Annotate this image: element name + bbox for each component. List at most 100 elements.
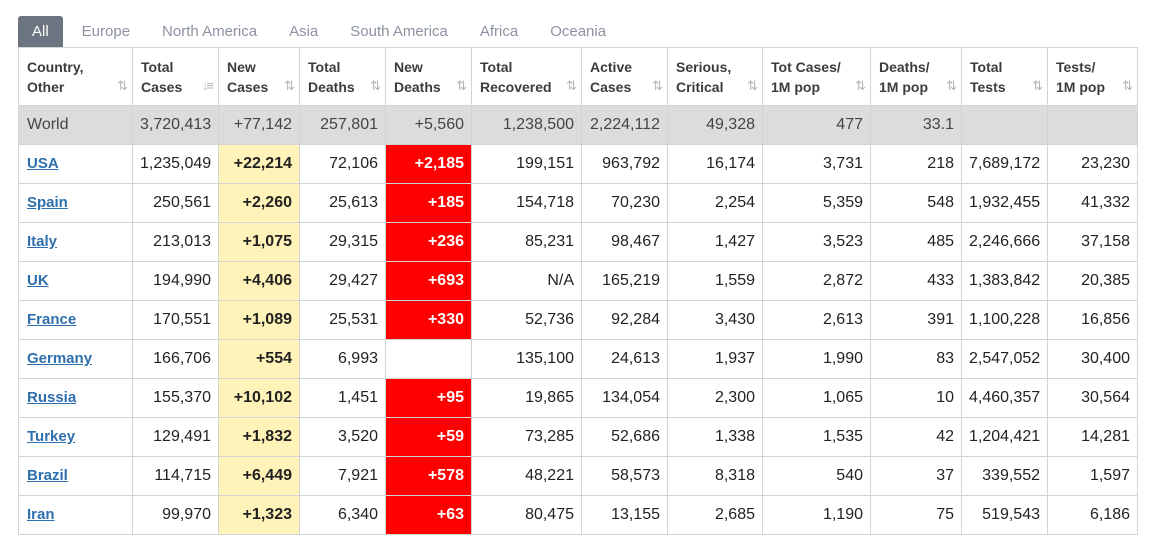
country-link[interactable]: France	[27, 311, 77, 328]
cell-country: Turkey	[18, 417, 133, 457]
column-header-label: Country,	[27, 58, 84, 75]
cell-serious-critical: 1,937	[667, 339, 763, 379]
column-header-label: Other	[27, 78, 65, 95]
sort-icon[interactable]: ⇅	[370, 78, 381, 93]
sort-icon[interactable]: ↓≡	[201, 78, 214, 93]
cell-new-deaths: +59	[385, 417, 472, 457]
cell-deaths-per-1m: 218	[870, 144, 962, 184]
country-link[interactable]: Russia	[27, 389, 77, 406]
cell-new-deaths: +330	[385, 300, 472, 340]
country-link[interactable]: Spain	[27, 194, 68, 211]
country-link[interactable]: Turkey	[27, 428, 76, 445]
column-header-new-cases[interactable]: New Cases ⇅	[218, 47, 300, 106]
sort-icon[interactable]: ⇅	[747, 78, 758, 93]
cell-serious-critical: 49,328	[667, 105, 763, 145]
country-link[interactable]: Iran	[27, 506, 55, 523]
column-header-total-tests[interactable]: Total Tests ⇅	[961, 47, 1048, 106]
region-tabs: All Europe North America Asia South Amer…	[18, 16, 1138, 47]
column-header-total-cases[interactable]: Total Cases ↓≡	[132, 47, 219, 106]
cell-tests-per-1m: 41,332	[1047, 183, 1138, 223]
cell-total-recovered: 80,475	[471, 495, 582, 535]
cell-deaths-per-1m: 433	[870, 261, 962, 301]
country-link[interactable]: Italy	[27, 233, 58, 250]
cell-total-recovered: 154,718	[471, 183, 582, 223]
cell-tot-cases-per-1m: 5,359	[762, 183, 871, 223]
cell-deaths-per-1m: 37	[870, 456, 962, 496]
tab-all[interactable]: All	[18, 16, 63, 47]
tab-asia[interactable]: Asia	[289, 23, 319, 40]
column-header-label: Serious,	[676, 58, 732, 75]
column-header-label: New	[394, 58, 423, 75]
world-total-row: World 3,720,413 +77,142 257,801 +5,560 1,238,…	[18, 105, 1138, 145]
cell-new-deaths: +236	[385, 222, 472, 262]
column-header-total-deaths[interactable]: Total Deaths ⇅	[299, 47, 386, 106]
country-link[interactable]: Germany	[27, 350, 93, 367]
column-header-country[interactable]: Country, Other ⇅	[18, 47, 133, 106]
cell-tests-per-1m: 1,597	[1047, 456, 1138, 496]
cell-deaths-per-1m: 485	[870, 222, 962, 262]
cell-new-cases: +554	[218, 339, 300, 379]
sort-icon[interactable]: ⇅	[1122, 78, 1133, 93]
column-header-label: Deaths	[394, 78, 441, 95]
table-row: Brazil 114,715 +6,449 7,921 +578 48,221 58,573…	[18, 456, 1138, 496]
column-header-serious-critical[interactable]: Serious, Critical ⇅	[667, 47, 763, 106]
tab-oceania[interactable]: Oceania	[550, 23, 607, 40]
cell-total-deaths: 6,993	[299, 339, 386, 379]
country-link[interactable]: UK	[27, 272, 49, 289]
sort-icon[interactable]: ⇅	[566, 78, 577, 93]
sort-icon[interactable]: ⇅	[855, 78, 866, 93]
cell-total-deaths: 25,531	[299, 300, 386, 340]
tab-north-america[interactable]: North America	[162, 23, 258, 40]
sort-icon[interactable]: ⇅	[652, 78, 663, 93]
table-body: World 3,720,413 +77,142 257,801 +5,560 1,238,…	[18, 105, 1138, 535]
cell-total-deaths: 6,340	[299, 495, 386, 535]
cell-new-cases: +4,406	[218, 261, 300, 301]
column-header-label: Tot Cases/	[771, 58, 841, 75]
cell-new-deaths: +95	[385, 378, 472, 418]
cell-new-cases: +1,832	[218, 417, 300, 457]
column-header-tests-per-1m[interactable]: Tests/1M pop ⇅	[1047, 47, 1138, 106]
cell-tot-cases-per-1m: 477	[762, 105, 871, 145]
cell-new-cases: +1,323	[218, 495, 300, 535]
cell-tot-cases-per-1m: 1,535	[762, 417, 871, 457]
cell-total-tests: 7,689,172	[961, 144, 1048, 184]
cell-total-deaths: 29,315	[299, 222, 386, 262]
cell-total-tests: 2,547,052	[961, 339, 1048, 379]
column-header-active-cases[interactable]: Active Cases ⇅	[581, 47, 668, 106]
sort-icon[interactable]: ⇅	[456, 78, 467, 93]
cell-tot-cases-per-1m: 2,613	[762, 300, 871, 340]
cell-total-cases: 3,720,413	[132, 105, 219, 145]
cell-total-deaths: 72,106	[299, 144, 386, 184]
cell-serious-critical: 1,427	[667, 222, 763, 262]
country-link[interactable]: Brazil	[27, 467, 68, 484]
cell-active-cases: 24,613	[581, 339, 668, 379]
cell-active-cases: 70,230	[581, 183, 668, 223]
cell-deaths-per-1m: 10	[870, 378, 962, 418]
cell-total-recovered: 1,238,500	[471, 105, 582, 145]
cell-new-deaths: +63	[385, 495, 472, 535]
sort-icon[interactable]: ⇅	[1032, 78, 1043, 93]
sort-icon[interactable]: ⇅	[117, 78, 128, 93]
cell-deaths-per-1m: 391	[870, 300, 962, 340]
cell-new-cases: +10,102	[218, 378, 300, 418]
tab-south-america[interactable]: South America	[350, 23, 448, 40]
column-header-label: 1M pop	[1056, 78, 1105, 95]
column-header-new-deaths[interactable]: New Deaths ⇅	[385, 47, 472, 106]
column-header-total-recovered[interactable]: Total Recovered ⇅	[471, 47, 582, 106]
cell-total-tests: 1,204,421	[961, 417, 1048, 457]
table-row: Spain 250,561 +2,260 25,613 +185 154,718 70,23…	[18, 183, 1138, 223]
sort-icon[interactable]: ⇅	[946, 78, 957, 93]
country-link[interactable]: USA	[27, 155, 59, 172]
column-header-label: Total	[141, 58, 174, 75]
cell-active-cases: 92,284	[581, 300, 668, 340]
tab-africa[interactable]: Africa	[479, 23, 519, 40]
cell-tot-cases-per-1m: 3,731	[762, 144, 871, 184]
tab-europe[interactable]: Europe	[81, 23, 131, 40]
column-header-deaths-per-1m[interactable]: Deaths/1M pop ⇅	[870, 47, 962, 106]
column-header-tot-cases-per-1m[interactable]: Tot Cases/1M pop ⇅	[762, 47, 871, 106]
sort-icon[interactable]: ⇅	[284, 78, 295, 93]
cell-active-cases: 52,686	[581, 417, 668, 457]
covid-table-widget: All Europe North America Asia South Amer…	[18, 16, 1138, 535]
column-header-label: 1M pop	[879, 78, 928, 95]
cell-total-recovered: 19,865	[471, 378, 582, 418]
